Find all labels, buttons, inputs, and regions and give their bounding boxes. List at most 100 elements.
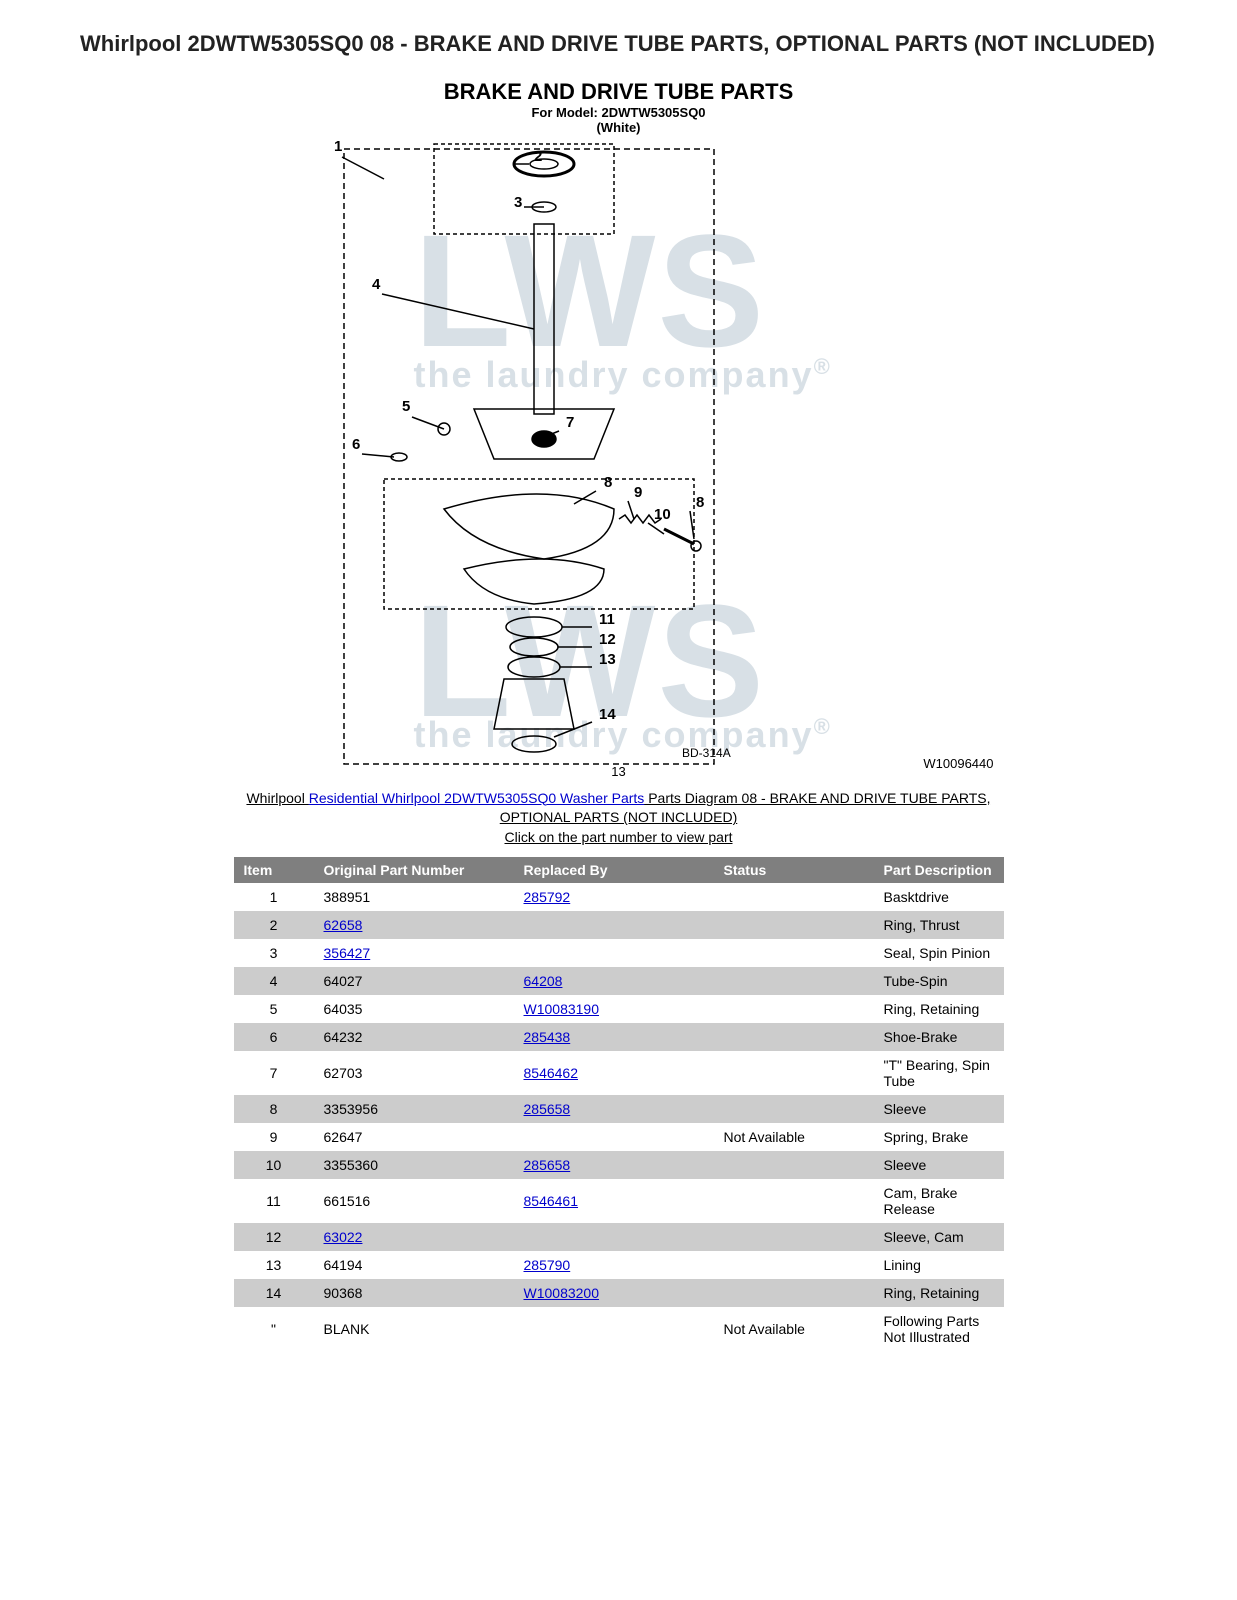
- cell-status: [714, 1023, 874, 1051]
- table-row: "BLANK Not AvailableFollowing Parts Not I…: [234, 1307, 1004, 1351]
- table-row: 1490368 W10083200 Ring, Retaining: [234, 1279, 1004, 1307]
- callout-number: 5: [402, 398, 410, 415]
- part-link[interactable]: 63022: [324, 1229, 363, 1245]
- cell-desc: Cam, Brake Release: [874, 1179, 1004, 1223]
- cell-status: Not Available: [714, 1123, 874, 1151]
- cell-desc: Basktdrive: [874, 883, 1004, 911]
- part-link[interactable]: W10083190: [524, 1001, 600, 1017]
- cell-repl: [514, 1307, 714, 1351]
- callout-number: 7: [566, 414, 574, 431]
- cell-orig: 62658: [314, 911, 514, 939]
- callout-number: 12: [599, 631, 616, 648]
- cell-item: 4: [234, 967, 314, 995]
- cell-desc: Lining: [874, 1251, 1004, 1279]
- cell-repl: 64208: [514, 967, 714, 995]
- cell-item: 12: [234, 1223, 314, 1251]
- part-link[interactable]: 62658: [324, 917, 363, 933]
- cell-desc: Sleeve: [874, 1095, 1004, 1123]
- cell-desc: Following Parts Not Illustrated: [874, 1307, 1004, 1351]
- cell-status: [714, 1151, 874, 1179]
- cell-orig: 3355360: [314, 1151, 514, 1179]
- cell-repl: 8546462: [514, 1051, 714, 1095]
- cell-desc: Sleeve, Cam: [874, 1223, 1004, 1251]
- cell-status: [714, 1179, 874, 1223]
- part-link[interactable]: W10083200: [524, 1285, 600, 1301]
- cell-item: 3: [234, 939, 314, 967]
- diagram-caption: Whirlpool Residential Whirlpool 2DWTW530…: [234, 789, 1004, 848]
- cell-repl: 285658: [514, 1095, 714, 1123]
- cell-item: 6: [234, 1023, 314, 1051]
- diagram-doc-code: W10096440: [923, 756, 993, 771]
- cell-orig: 3353956: [314, 1095, 514, 1123]
- part-link[interactable]: 8546462: [524, 1065, 579, 1081]
- cell-orig: 90368: [314, 1279, 514, 1307]
- caption-prefix: Whirlpool: [246, 790, 308, 806]
- cell-repl: 285792: [514, 883, 714, 911]
- cell-orig: 64027: [314, 967, 514, 995]
- part-link[interactable]: 64208: [524, 973, 563, 989]
- cell-status: [714, 967, 874, 995]
- table-row: 962647Not AvailableSpring, Brake: [234, 1123, 1004, 1151]
- cell-desc: Ring, Retaining: [874, 1279, 1004, 1307]
- cell-item: 7: [234, 1051, 314, 1095]
- table-row: 1364194285790Lining: [234, 1251, 1004, 1279]
- cell-status: [714, 1251, 874, 1279]
- page-title: Whirlpool 2DWTW5305SQ0 08 - BRAKE AND DR…: [80, 30, 1157, 59]
- cell-item: 8: [234, 1095, 314, 1123]
- cell-repl: W10083190: [514, 995, 714, 1023]
- cell-repl: 285658: [514, 1151, 714, 1179]
- th-repl: Replaced By: [514, 857, 714, 883]
- table-row: 7627038546462"T" Bearing, Spin Tube: [234, 1051, 1004, 1095]
- part-link[interactable]: 285790: [524, 1257, 571, 1273]
- cell-orig: 64232: [314, 1023, 514, 1051]
- cell-orig: BLANK: [314, 1307, 514, 1351]
- th-desc: Part Description: [874, 857, 1004, 883]
- cell-status: [714, 1051, 874, 1095]
- callout-number: 6: [352, 436, 360, 453]
- cell-status: [714, 1279, 874, 1307]
- caption-line2: Click on the part number to view part: [505, 829, 733, 845]
- cell-item: 2: [234, 911, 314, 939]
- part-link[interactable]: 8546461: [524, 1193, 579, 1209]
- cell-repl: [514, 1123, 714, 1151]
- cell-repl: [514, 1223, 714, 1251]
- cell-item: ": [234, 1307, 314, 1351]
- part-link[interactable]: 285658: [524, 1157, 571, 1173]
- callout-number: 11: [599, 611, 615, 628]
- cell-orig: 62647: [314, 1123, 514, 1151]
- cell-orig: 64194: [314, 1251, 514, 1279]
- table-row: 12 63022 Sleeve, Cam: [234, 1223, 1004, 1251]
- table-row: 1388951285792Basktdrive: [234, 883, 1004, 911]
- cell-repl: [514, 911, 714, 939]
- diagram-page-number: 13: [611, 764, 625, 779]
- cell-status: [714, 911, 874, 939]
- callout-number: 3: [514, 194, 522, 211]
- table-row: 464027 64208 Tube-Spin: [234, 967, 1004, 995]
- parts-diagram: LWS the laundry company® LWS the laundry…: [234, 79, 1004, 779]
- cell-desc: Tube-Spin: [874, 967, 1004, 995]
- callout-number: 1: [334, 138, 342, 155]
- th-item: Item: [234, 857, 314, 883]
- callout-number: 13: [599, 651, 616, 668]
- part-link[interactable]: 285438: [524, 1029, 571, 1045]
- cell-item: 10: [234, 1151, 314, 1179]
- callout-number: 10: [654, 506, 671, 523]
- cell-status: Not Available: [714, 1307, 874, 1351]
- callout-number: 2: [534, 148, 542, 165]
- table-row: 664232285438Shoe-Brake: [234, 1023, 1004, 1051]
- th-orig: Original Part Number: [314, 857, 514, 883]
- callout-number: 4: [372, 276, 381, 293]
- cell-item: 11: [234, 1179, 314, 1223]
- caption-link[interactable]: Residential Whirlpool 2DWTW5305SQ0 Washe…: [309, 790, 645, 806]
- cell-orig: 63022: [314, 1223, 514, 1251]
- callout-number: 9: [634, 484, 642, 501]
- part-link[interactable]: 285792: [524, 889, 571, 905]
- callout-number: 8: [696, 494, 704, 511]
- callout-number: 14: [599, 706, 616, 723]
- cell-status: [714, 1095, 874, 1123]
- part-link[interactable]: 285658: [524, 1101, 571, 1117]
- cell-item: 14: [234, 1279, 314, 1307]
- part-link[interactable]: 356427: [324, 945, 371, 961]
- cell-item: 5: [234, 995, 314, 1023]
- cell-status: [714, 1223, 874, 1251]
